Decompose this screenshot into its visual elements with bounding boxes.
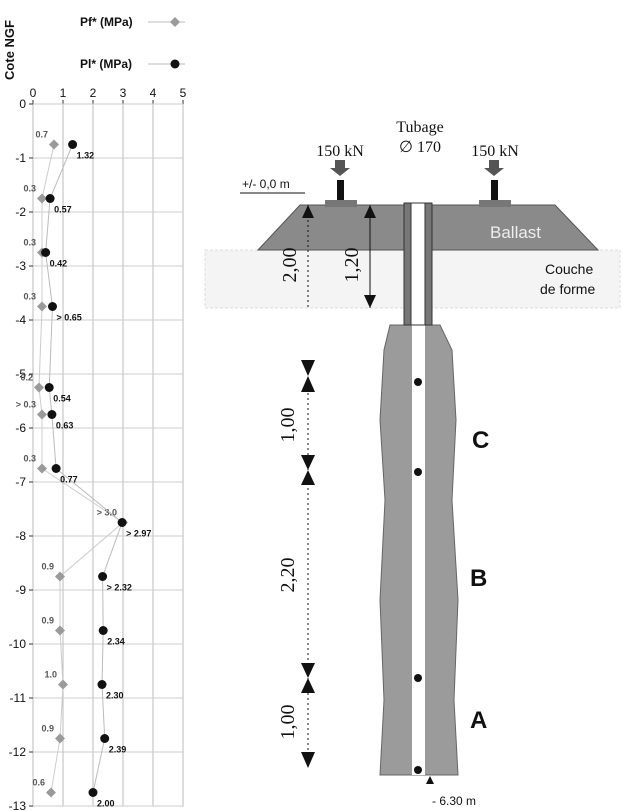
point <box>98 680 107 689</box>
data-label: > 2.97 <box>126 529 151 539</box>
data-label: 0.7 <box>35 130 48 140</box>
y-tick-label: -6 <box>15 421 26 435</box>
zone-label: C <box>472 427 489 454</box>
sensor <box>414 378 422 386</box>
y-tick-label: -9 <box>15 583 26 597</box>
ballast-label: Ballast <box>490 223 541 242</box>
data-label: > 2.32 <box>107 583 132 593</box>
point <box>49 140 59 150</box>
dimension-label: 1,00 <box>277 408 299 443</box>
y-tick-label: -10 <box>9 637 27 651</box>
y-tick-label: -7 <box>15 475 26 489</box>
tip-level: - 6.30 m <box>432 794 476 808</box>
zone-label: A <box>470 707 487 734</box>
x-tick-label: 0 <box>30 86 37 100</box>
data-label: 1.32 <box>77 151 95 161</box>
point <box>99 626 108 635</box>
data-label: 0.9 <box>41 616 54 626</box>
page: Tubage ∅ 170 150 kN 150 kN +/- 0,0 m Bal… <box>0 0 623 811</box>
point <box>98 572 107 581</box>
legend-label: Pl* (MPa) <box>80 57 132 71</box>
data-label: 0.9 <box>41 724 54 734</box>
y-tick-label: -3 <box>15 259 26 273</box>
data-label: 0.3 <box>23 292 36 302</box>
x-tick-label: 2 <box>90 86 97 100</box>
dimension-label: 2,20 <box>277 558 299 593</box>
legend-marker <box>171 60 180 69</box>
data-label: 0.77 <box>60 475 78 485</box>
data-label: 0.6 <box>32 778 45 788</box>
x-tick-label: 3 <box>120 86 127 100</box>
data-label: > 0.3 <box>16 400 36 410</box>
y-tick-label: -11 <box>10 691 27 705</box>
point <box>46 788 56 798</box>
x-tick-label: 4 <box>150 86 157 100</box>
x-tick-label: 5 <box>180 86 187 100</box>
y-axis-label: Cote NGF <box>2 20 17 80</box>
pile-diagram: Tubage ∅ 170 150 kN 150 kN +/- 0,0 m Bal… <box>205 119 620 808</box>
point <box>46 194 55 203</box>
legend-label: Pf* (MPa) <box>80 15 133 29</box>
y-tick-label: -12 <box>9 745 27 759</box>
data-label: 0.9 <box>41 562 54 572</box>
point <box>100 734 109 743</box>
point <box>68 140 77 149</box>
dimension-label: 1,20 <box>341 248 363 283</box>
point <box>37 194 47 204</box>
data-label: 2.39 <box>109 745 127 755</box>
sensor <box>414 674 422 682</box>
y-tick-label: -2 <box>15 205 26 219</box>
subgrade-label: Couche <box>545 261 593 277</box>
data-label: 2.30 <box>106 691 124 701</box>
point <box>45 383 54 392</box>
figure: Tubage ∅ 170 150 kN 150 kN +/- 0,0 m Bal… <box>0 0 623 811</box>
data-label: 0.57 <box>54 205 72 215</box>
data-label: 2.34 <box>107 637 125 647</box>
sensor <box>414 766 422 774</box>
data-label: 0.3 <box>23 454 36 464</box>
load-label: 150 kN <box>471 143 519 160</box>
load-left <box>325 160 357 207</box>
legend-marker <box>170 17 180 27</box>
point <box>118 518 127 527</box>
point <box>52 464 61 473</box>
y-tick-label: -13 <box>9 799 27 811</box>
y-tick-label: -4 <box>15 313 26 327</box>
y-tick-label: -8 <box>15 529 26 543</box>
dimension-label: 2,00 <box>279 248 301 283</box>
point <box>37 410 47 420</box>
y-tick-label: 0 <box>19 97 26 111</box>
y-tick-label: -1 <box>15 151 26 165</box>
data-label: 0.42 <box>50 259 68 269</box>
data-label: 0.54 <box>53 394 71 404</box>
zone-label: B <box>470 565 487 592</box>
point <box>58 680 68 690</box>
ground-level: +/- 0,0 m <box>242 177 290 191</box>
point <box>41 248 50 257</box>
data-label: 0.2 <box>20 373 33 383</box>
point <box>48 302 57 311</box>
subgrade-label: de forme <box>540 281 595 297</box>
sensor <box>414 468 422 476</box>
dimension-label: 1,00 <box>277 705 299 740</box>
casing-title: Tubage <box>396 119 443 136</box>
data-label: 0.3 <box>23 238 36 248</box>
pile-core <box>412 325 425 775</box>
point <box>34 383 44 393</box>
x-tick-label: 1 <box>60 86 67 100</box>
casing-diameter: ∅ 170 <box>399 139 441 156</box>
data-label: 0.63 <box>56 421 74 431</box>
point <box>47 410 56 419</box>
data-label: > 0.65 <box>57 313 82 323</box>
load-label: 150 kN <box>316 143 364 160</box>
point <box>37 464 47 474</box>
data-label: 0.3 <box>23 184 36 194</box>
point <box>37 302 47 312</box>
load-right <box>479 160 511 207</box>
point <box>89 788 98 797</box>
data-label: 1.0 <box>44 670 57 680</box>
data-label: 2.00 <box>97 799 115 809</box>
casing-inner <box>411 203 425 325</box>
